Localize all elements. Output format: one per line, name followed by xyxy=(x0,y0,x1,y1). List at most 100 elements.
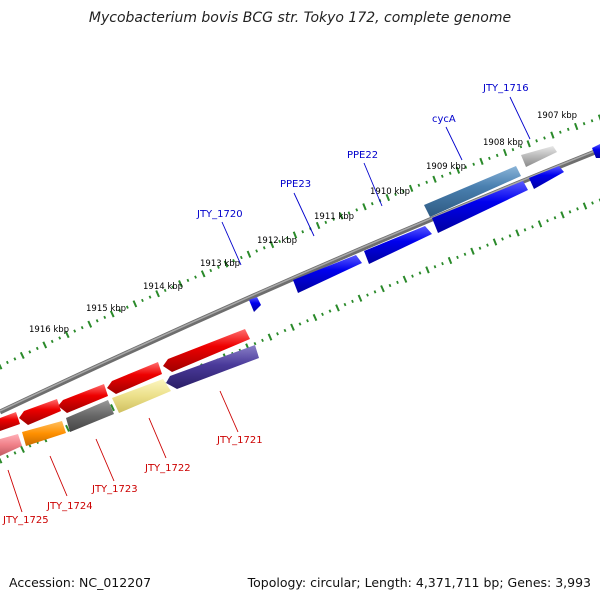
label-jty-1723[interactable]: JTY_1723 xyxy=(91,484,138,495)
inner-tick xyxy=(321,312,324,316)
leader-jty-1721 xyxy=(219,390,239,433)
outer-tick xyxy=(278,239,282,244)
outer-tick xyxy=(95,319,99,323)
inner-tick xyxy=(357,294,363,302)
forward-gene-labels: JTY_1716 cycA PPE22 PPE23 JTY_1720 xyxy=(196,83,531,266)
inner-tick xyxy=(425,266,430,274)
inner-tick xyxy=(366,293,369,297)
outer-tick xyxy=(526,140,531,148)
outer-tick xyxy=(64,330,70,339)
gene-jty-1720[interactable] xyxy=(249,297,261,312)
inner-tick xyxy=(276,332,279,336)
outer-tick-ring xyxy=(0,114,600,370)
outer-tick xyxy=(262,246,266,250)
gene-jty-1723[interactable] xyxy=(66,400,114,432)
label-cyca[interactable]: cycA xyxy=(432,114,456,125)
outer-tick xyxy=(535,139,538,143)
outer-tick xyxy=(13,357,17,361)
inner-tick xyxy=(478,246,482,250)
outer-tick xyxy=(324,220,328,225)
outer-tick xyxy=(132,300,138,308)
kbp-label-1913: 1913 kbp xyxy=(200,259,240,269)
gene-rev-4[interactable] xyxy=(19,399,61,425)
outer-tick xyxy=(186,278,190,283)
kbp-label-1910: 1910 kbp xyxy=(370,187,410,197)
gene-jty-1721[interactable] xyxy=(166,345,259,389)
inner-tick xyxy=(568,210,572,214)
gene-rev-5[interactable] xyxy=(0,412,20,431)
gene-jty-1722[interactable] xyxy=(112,379,171,413)
inner-tick xyxy=(447,256,453,265)
outer-tick xyxy=(194,275,197,279)
gene-fwd-edge[interactable] xyxy=(592,144,600,158)
label-jty-1722[interactable]: JTY_1722 xyxy=(144,463,191,474)
kbp-label-1912: 1912 kbp xyxy=(257,236,297,246)
outer-tick xyxy=(73,329,77,333)
gene-fwd-mid[interactable] xyxy=(293,255,362,293)
kbp-label-1914: 1914 kbp xyxy=(143,282,183,292)
outer-tick xyxy=(50,339,54,344)
inner-tick xyxy=(515,229,520,237)
inner-tick xyxy=(335,304,340,312)
gene-rev-3[interactable] xyxy=(58,384,108,413)
leader-ppe22 xyxy=(363,162,383,207)
forward-strand-genes xyxy=(249,144,600,312)
inner-tick xyxy=(65,424,70,432)
inner-tick xyxy=(411,274,414,278)
reverse-strand-genes xyxy=(0,329,259,456)
outer-tick xyxy=(141,298,144,303)
kbp-label-1909: 1909 kbp xyxy=(426,162,466,172)
map-title: Mycobacterium bovis BCG str. Tokyo 172, … xyxy=(88,10,512,26)
inner-tick xyxy=(28,444,32,448)
gene-jty-1716[interactable] xyxy=(521,146,557,167)
outer-tick xyxy=(246,250,252,258)
label-ppe23[interactable]: PPE23 xyxy=(280,179,311,190)
inner-tick xyxy=(560,211,565,219)
outer-tick xyxy=(109,310,115,318)
label-ppe22[interactable]: PPE22 xyxy=(347,150,378,161)
inner-tick xyxy=(537,220,543,228)
outer-tick xyxy=(255,249,259,253)
gene-rev-1[interactable] xyxy=(163,329,250,372)
outer-tick xyxy=(171,285,175,289)
outer-tick xyxy=(58,336,62,340)
leader-jty-1724 xyxy=(49,455,68,497)
gene-ppe23[interactable] xyxy=(364,226,432,264)
gene-ppe22[interactable] xyxy=(432,181,528,233)
outer-tick xyxy=(347,211,351,215)
inner-tick xyxy=(290,323,295,331)
label-jty-1720[interactable]: JTY_1720 xyxy=(196,209,243,220)
label-jty-1724[interactable]: JTY_1724 xyxy=(46,501,93,512)
gene-cyca[interactable] xyxy=(424,166,521,217)
outer-tick xyxy=(148,295,152,299)
outer-tick xyxy=(103,315,107,319)
outer-tick xyxy=(178,280,183,288)
outer-tick xyxy=(301,230,305,234)
gene-rev-2[interactable] xyxy=(107,362,162,394)
inner-tick xyxy=(486,243,489,247)
inner-tick xyxy=(508,234,512,238)
outer-tick xyxy=(479,157,484,165)
inner-tick xyxy=(531,225,534,229)
inner-tick xyxy=(576,207,579,211)
inner-tick xyxy=(463,252,467,256)
inner-tick xyxy=(492,238,498,246)
gene-jty-1725[interactable] xyxy=(0,434,22,456)
label-jty-1716[interactable]: JTY_1716 xyxy=(482,83,529,94)
outer-tick xyxy=(292,231,298,239)
label-jty-1725[interactable]: JTY_1725 xyxy=(2,515,49,526)
genome-backbone-highlight xyxy=(0,148,600,412)
gene-jty-1724[interactable] xyxy=(22,421,66,446)
kbp-labels: 1907 kbp 1908 kbp 1909 kbp 1910 kbp 1911… xyxy=(29,111,577,335)
kbp-label-1916: 1916 kbp xyxy=(29,325,69,335)
gene-fwd-small-a[interactable] xyxy=(529,166,564,189)
inner-tick xyxy=(283,328,287,333)
label-jty-1721[interactable]: JTY_1721 xyxy=(216,435,263,446)
outer-tick xyxy=(155,290,160,298)
inner-tick xyxy=(351,299,354,304)
inner-tick xyxy=(343,302,347,307)
outer-tick xyxy=(332,217,335,221)
outer-tick xyxy=(559,130,562,134)
leader-ppe23 xyxy=(293,192,315,237)
inner-tick xyxy=(553,216,557,220)
